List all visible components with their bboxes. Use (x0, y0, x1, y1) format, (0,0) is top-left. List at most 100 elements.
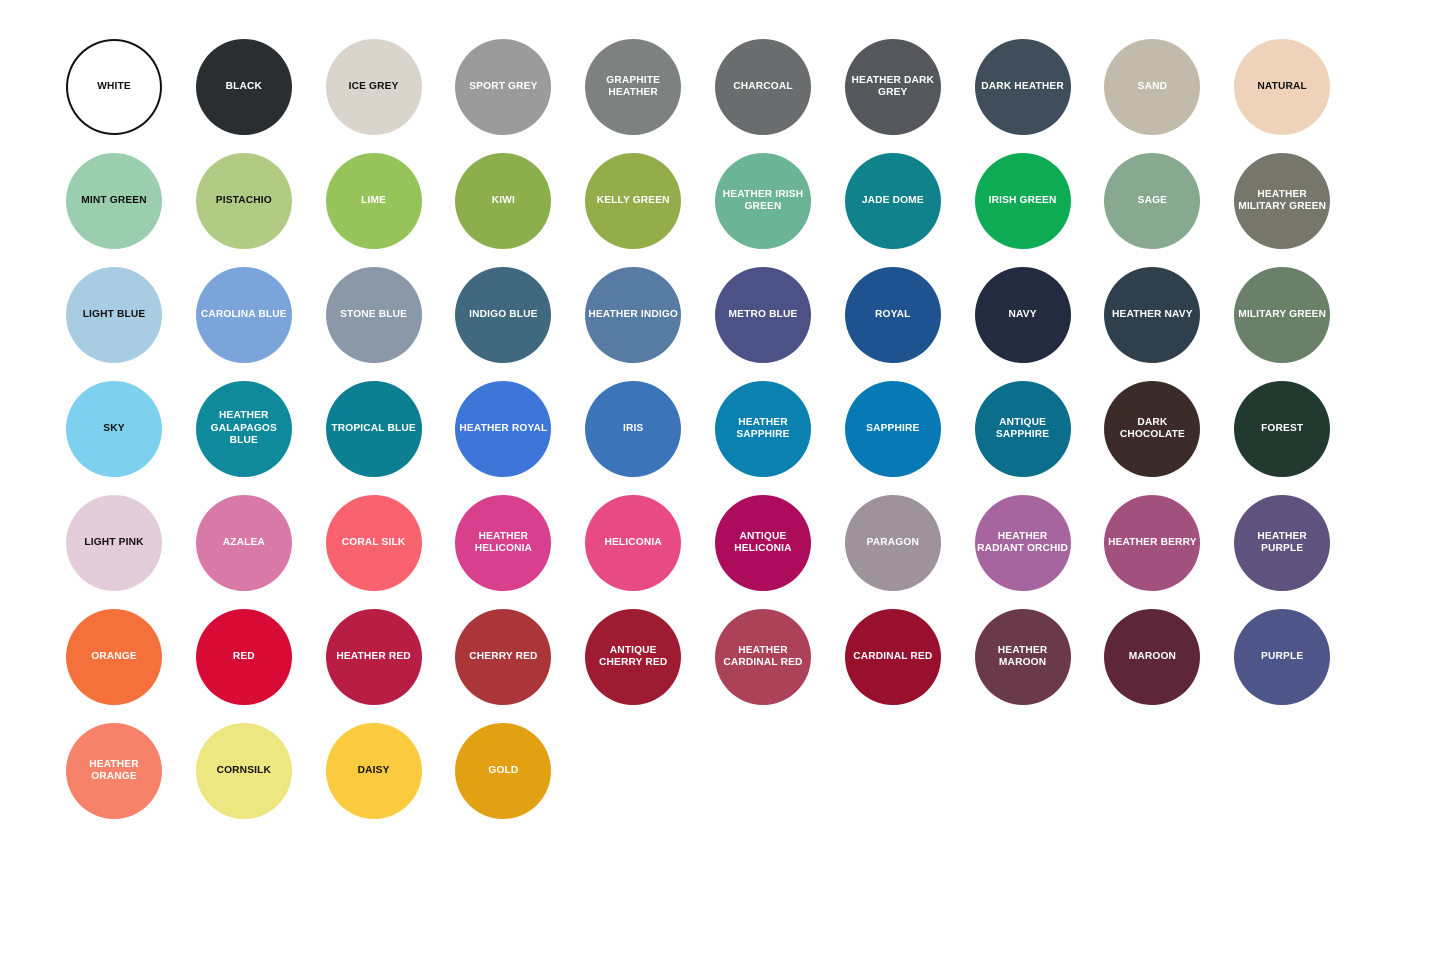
color-swatch-label: GOLD (488, 764, 519, 776)
color-swatch[interactable]: HEATHER INDIGO (585, 267, 682, 363)
color-swatch[interactable]: LIGHT PINK (66, 495, 162, 591)
color-swatch-label: INDIGO BLUE (469, 308, 538, 320)
color-swatch[interactable]: CORAL SILK (325, 495, 422, 591)
color-swatch[interactable]: HEATHER MAROON (974, 609, 1071, 705)
color-swatch[interactable]: INDIGO BLUE (455, 267, 552, 363)
color-swatch[interactable]: SAND (1104, 39, 1201, 135)
color-swatch-label: CHARCOAL (733, 80, 793, 92)
color-swatch[interactable]: DARK CHOCOLATE (1104, 381, 1201, 477)
color-swatch-label: HEATHER CARDINAL RED (723, 644, 803, 668)
color-swatch[interactable]: HEATHER PURPLE (1234, 495, 1331, 591)
color-swatch-label: AZALEA (222, 536, 265, 548)
color-swatch[interactable]: NATURAL (1234, 39, 1331, 135)
color-swatch[interactable]: TROPICAL BLUE (325, 381, 422, 477)
color-swatch-label: CAROLINA BLUE (200, 308, 287, 320)
color-swatch[interactable]: HEATHER RED (325, 609, 422, 705)
color-swatch[interactable]: STONE BLUE (325, 267, 422, 363)
color-swatch-label: SAGE (1137, 194, 1168, 206)
color-swatch-label: KELLY GREEN (596, 194, 670, 206)
swatch-grid: WHITE BLACK ICE GREY SPORT GREY GRAPHITE HEA… (66, 39, 1386, 837)
color-swatch[interactable]: HEATHER NAVY (1104, 267, 1201, 363)
color-swatch[interactable]: CHARCOAL (714, 39, 811, 135)
color-swatch-label: IRISH GREEN (988, 194, 1057, 206)
color-swatch-label: METRO BLUE (728, 308, 798, 320)
color-swatch[interactable]: DARK HEATHER (974, 39, 1071, 135)
color-swatch-label: ANTIQUE HELICONIA (734, 530, 792, 554)
color-swatch[interactable]: CHERRY RED (455, 609, 552, 705)
color-swatch[interactable]: BLACK (195, 39, 292, 135)
color-swatch-label: DAISY (357, 764, 390, 776)
color-swatch[interactable]: CARDINAL RED (844, 609, 941, 705)
color-swatch[interactable]: SKY (66, 381, 162, 477)
color-swatch[interactable]: HEATHER HELICONIA (455, 495, 552, 591)
color-swatch-label: JADE DOME (861, 194, 924, 206)
color-swatch[interactable]: PURPLE (1234, 609, 1331, 705)
color-swatch[interactable]: HEATHER BERRY (1104, 495, 1201, 591)
color-swatch[interactable]: WHITE (66, 39, 162, 135)
color-swatch-label: PISTACHIO (215, 194, 272, 206)
color-swatch[interactable]: ORANGE (66, 609, 162, 705)
color-swatch[interactable]: SAPPHIRE (844, 381, 941, 477)
color-swatch-label: ROYAL (875, 308, 911, 320)
color-swatch[interactable]: ANTIQUE HELICONIA (714, 495, 811, 591)
color-swatch[interactable]: CAROLINA BLUE (195, 267, 292, 363)
color-swatch[interactable]: MILITARY GREEN (1234, 267, 1331, 363)
color-swatch[interactable]: ROYAL (844, 267, 941, 363)
color-swatch-label: HEATHER INDIGO (588, 308, 678, 320)
color-swatch[interactable]: KELLY GREEN (585, 153, 682, 249)
color-swatch[interactable]: ANTIQUE SAPPHIRE (974, 381, 1071, 477)
color-swatch[interactable]: KIWI (455, 153, 552, 249)
color-swatch-label: SAPPHIRE (866, 422, 920, 434)
color-swatch[interactable]: MAROON (1104, 609, 1201, 705)
color-swatch-label: ORANGE (91, 650, 137, 662)
color-swatch-label: PARAGON (866, 536, 919, 548)
color-swatch[interactable]: HEATHER CARDINAL RED (714, 609, 811, 705)
color-swatch-label: CHERRY RED (469, 650, 538, 662)
color-swatch[interactable]: DAISY (325, 723, 422, 819)
color-swatch[interactable]: CORNSILK (195, 723, 292, 819)
color-swatch-label: HELICONIA (604, 536, 662, 548)
color-swatch[interactable]: LIME (325, 153, 422, 249)
color-swatch[interactable]: HEATHER SAPPHIRE (714, 381, 811, 477)
color-swatch[interactable]: MINT GREEN (66, 153, 162, 249)
color-swatch-label: LIME (361, 194, 387, 206)
color-swatch[interactable]: IRISH GREEN (974, 153, 1071, 249)
color-swatch[interactable]: RED (195, 609, 292, 705)
color-swatch[interactable]: PARAGON (844, 495, 941, 591)
color-swatch-label: DARK HEATHER (981, 80, 1064, 92)
color-swatch[interactable]: HELICONIA (585, 495, 682, 591)
color-swatch-label: SKY (103, 422, 125, 434)
color-swatch[interactable]: FOREST (1234, 381, 1331, 477)
color-swatch-label: CORNSILK (216, 764, 271, 776)
color-swatch[interactable]: ICE GREY (325, 39, 422, 135)
color-swatch-label: HEATHER BERRY (1108, 536, 1197, 548)
color-swatch-label: IRIS (622, 422, 644, 434)
color-swatch-label: CORAL SILK (341, 536, 406, 548)
color-swatch[interactable]: HEATHER RADIANT ORCHID (974, 495, 1071, 591)
color-swatch[interactable]: SAGE (1104, 153, 1201, 249)
color-swatch[interactable]: SPORT GREY (455, 39, 552, 135)
color-swatch[interactable]: HEATHER MILITARY GREEN (1234, 153, 1331, 249)
color-swatch[interactable]: LIGHT BLUE (66, 267, 162, 363)
color-swatch-label: HEATHER DARK GREY (851, 74, 935, 98)
color-swatch[interactable]: JADE DOME (844, 153, 941, 249)
color-swatch[interactable]: PISTACHIO (195, 153, 292, 249)
color-swatch-label: NATURAL (1257, 80, 1307, 92)
color-swatch[interactable]: GRAPHITE HEATHER (585, 39, 682, 135)
color-swatch[interactable]: HEATHER GALAPAGOS BLUE (195, 381, 292, 477)
color-swatch[interactable]: IRIS (585, 381, 682, 477)
color-swatch-label: ANTIQUE SAPPHIRE (995, 416, 1050, 440)
color-swatch[interactable]: NAVY (974, 267, 1071, 363)
color-swatch[interactable]: HEATHER ROYAL (455, 381, 552, 477)
color-swatch[interactable]: HEATHER IRISH GREEN (714, 153, 811, 249)
color-swatch[interactable]: AZALEA (195, 495, 292, 591)
color-swatch-label: TROPICAL BLUE (331, 422, 416, 434)
color-swatch[interactable]: HEATHER ORANGE (66, 723, 162, 819)
color-swatch[interactable]: GOLD (455, 723, 552, 819)
color-swatch[interactable]: METRO BLUE (714, 267, 811, 363)
color-swatch-label: HEATHER NAVY (1112, 308, 1193, 320)
color-swatch[interactable]: ANTIQUE CHERRY RED (585, 609, 682, 705)
color-swatch[interactable]: HEATHER DARK GREY (844, 39, 941, 135)
color-swatch-label: HEATHER PURPLE (1257, 530, 1307, 554)
